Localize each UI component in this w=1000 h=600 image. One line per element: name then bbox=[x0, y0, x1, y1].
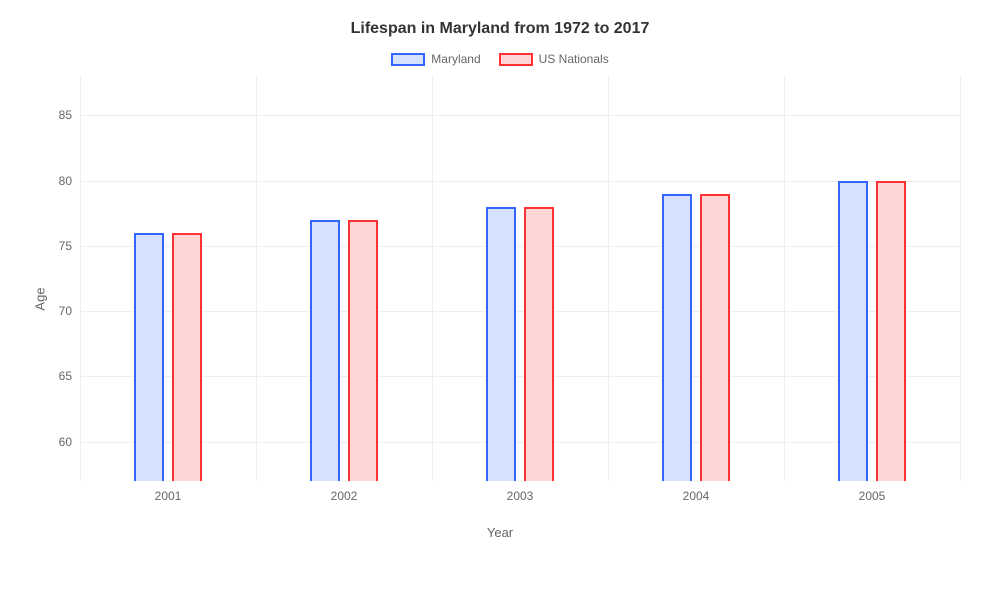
chart-title: Lifespan in Maryland from 1972 to 2017 bbox=[30, 20, 970, 38]
x-tick-label: 2005 bbox=[859, 481, 886, 503]
y-tick-label: 70 bbox=[59, 304, 80, 318]
legend-swatch bbox=[499, 53, 533, 66]
legend-label: US Nationals bbox=[539, 52, 609, 66]
bar[interactable] bbox=[486, 207, 516, 481]
legend-label: Maryland bbox=[431, 52, 480, 66]
y-tick-label: 75 bbox=[59, 239, 80, 253]
x-tick-label: 2003 bbox=[507, 481, 534, 503]
y-tick-label: 60 bbox=[59, 435, 80, 449]
bar[interactable] bbox=[348, 220, 378, 481]
x-tick-label: 2002 bbox=[331, 481, 358, 503]
bars-layer bbox=[80, 76, 960, 481]
y-tick-label: 85 bbox=[59, 108, 80, 122]
legend: Maryland US Nationals bbox=[30, 52, 970, 66]
bar[interactable] bbox=[172, 233, 202, 481]
plot-area: Age 60657075808520012002200320042005 bbox=[80, 76, 960, 521]
y-tick-label: 65 bbox=[59, 369, 80, 383]
x-tick-label: 2001 bbox=[155, 481, 182, 503]
chart-container: Lifespan in Maryland from 1972 to 2017 M… bbox=[0, 0, 1000, 600]
y-axis-title: Age bbox=[33, 287, 48, 310]
bar[interactable] bbox=[134, 233, 164, 481]
x-tick-label: 2004 bbox=[683, 481, 710, 503]
bar[interactable] bbox=[838, 181, 868, 481]
grid-line-v bbox=[960, 76, 961, 481]
legend-item-0[interactable]: Maryland bbox=[391, 52, 480, 66]
y-tick-label: 80 bbox=[59, 174, 80, 188]
bar[interactable] bbox=[524, 207, 554, 481]
bar[interactable] bbox=[310, 220, 340, 481]
bar[interactable] bbox=[700, 194, 730, 481]
bar[interactable] bbox=[662, 194, 692, 481]
legend-item-1[interactable]: US Nationals bbox=[499, 52, 609, 66]
bar[interactable] bbox=[876, 181, 906, 481]
legend-swatch bbox=[391, 53, 425, 66]
x-axis-title: Year bbox=[30, 525, 970, 540]
